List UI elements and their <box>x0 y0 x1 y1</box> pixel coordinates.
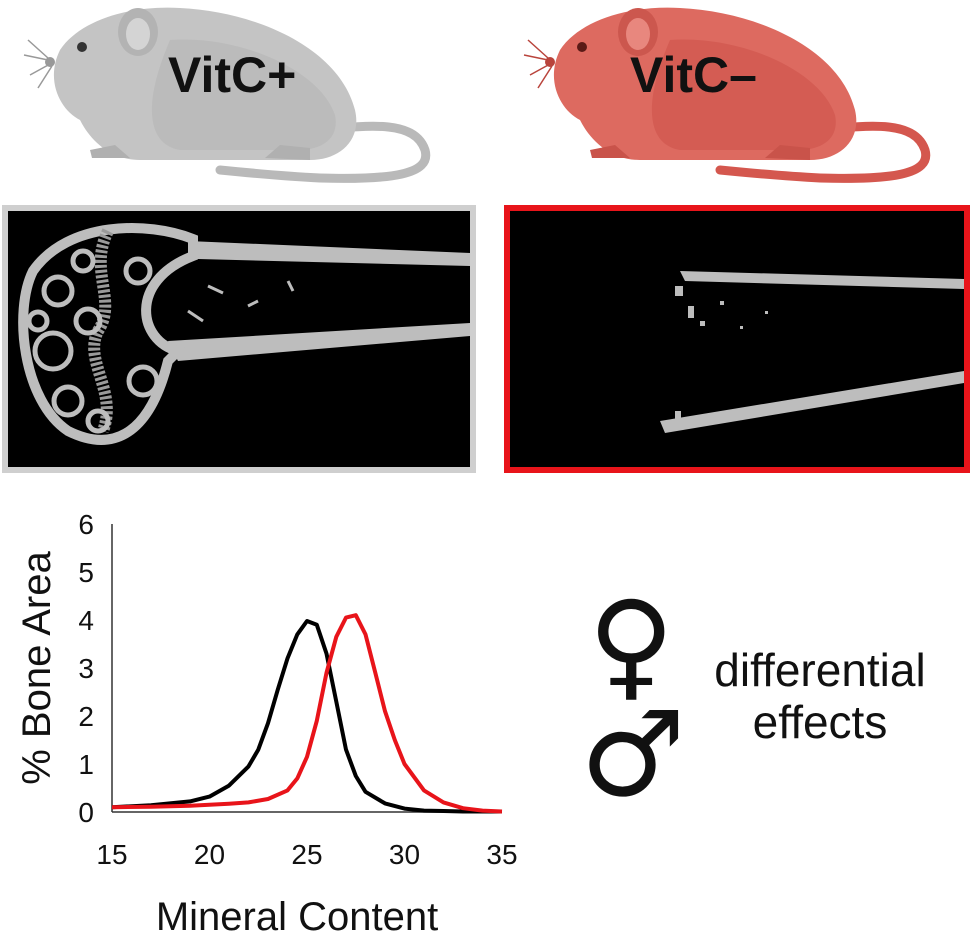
y-tick-label: 4 <box>78 605 94 636</box>
differential-effects-note: differential effects <box>690 644 950 748</box>
mouse-deficient-illustration <box>523 7 931 183</box>
bone-epiphysis <box>18 223 198 445</box>
female-symbol: ♀ <box>588 575 675 713</box>
bone-cortex-lower <box>168 323 470 361</box>
deficient-label: VitC– <box>630 47 757 103</box>
mineral-content-chart: 0 1 2 3 4 5 6 15 20 25 30 35 Mineral Content % Bone A… <box>15 509 518 931</box>
x-axis-title: Mineral Content <box>156 895 438 931</box>
y-tick-label: 5 <box>78 557 94 588</box>
mouse-whiskers <box>523 39 553 89</box>
control-label: VitC+ <box>168 47 297 103</box>
mouse-body-shade <box>151 39 336 151</box>
deficient-bone-image <box>660 271 964 433</box>
mouse-eye <box>577 42 587 52</box>
mouse-ear-inner <box>126 18 150 50</box>
mouse-ear-inner <box>626 18 650 50</box>
note-line-2: effects <box>752 696 888 748</box>
control-bone-image <box>18 223 470 445</box>
mouse-tail <box>215 121 431 183</box>
y-tick-label: 6 <box>78 509 94 540</box>
note-line-1: differential <box>714 644 926 696</box>
mouse-front-paw <box>90 145 130 158</box>
trabecular-fragments <box>187 280 295 323</box>
y-tick-label: 1 <box>78 749 94 780</box>
series-line-1 <box>111 619 502 814</box>
mouse-control-illustration <box>23 7 431 183</box>
bone-cortex-upper <box>680 271 964 289</box>
y-tick-label: 2 <box>78 701 94 732</box>
male-symbol: ♂ <box>580 685 686 823</box>
y-axis-title: % Bone Area <box>15 551 59 785</box>
trabecular-bone <box>26 248 160 434</box>
mouse-tail <box>715 121 931 183</box>
mouse-hind-paw <box>265 145 310 160</box>
mouse-front-paw <box>590 145 630 158</box>
x-tick-label: 15 <box>96 839 127 870</box>
y-tick-label: 0 <box>78 797 94 828</box>
mouse-body-shade <box>651 39 836 151</box>
x-tick-label: 30 <box>389 839 420 870</box>
mouse-hind-paw <box>765 145 810 160</box>
control-bone-scan <box>2 205 476 473</box>
bone-cortex-upper <box>188 241 470 266</box>
y-tick-label: 3 <box>78 653 94 684</box>
mouse-whiskers <box>23 39 53 89</box>
x-tick-label: 20 <box>194 839 225 870</box>
bone-cortex-lower <box>660 371 964 433</box>
x-tick-label: 35 <box>486 839 517 870</box>
x-tick-label: 25 <box>291 839 322 870</box>
deficient-bone-scan <box>504 205 970 473</box>
mouse-eye <box>77 42 87 52</box>
series-line-2 <box>111 613 503 814</box>
sparse-trabeculae <box>675 286 768 419</box>
